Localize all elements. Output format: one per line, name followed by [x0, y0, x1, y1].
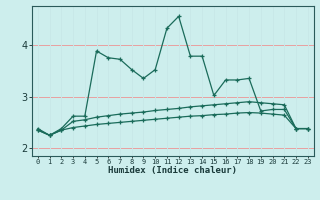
X-axis label: Humidex (Indice chaleur): Humidex (Indice chaleur)	[108, 166, 237, 175]
